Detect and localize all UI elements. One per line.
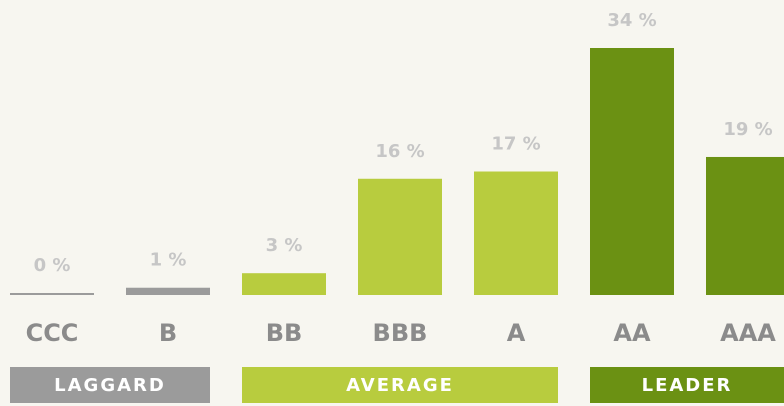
value-label: 17 % <box>491 134 540 155</box>
category-label: BB <box>266 319 303 347</box>
bar <box>126 287 210 295</box>
bar <box>706 156 784 295</box>
category-label: CCC <box>26 319 79 347</box>
bar <box>10 293 94 295</box>
bar <box>590 48 674 295</box>
category-label: B <box>159 319 177 347</box>
bar <box>242 273 326 295</box>
value-label: 3 % <box>266 235 303 256</box>
category-label: BBB <box>373 319 428 347</box>
category-label: AA <box>613 319 651 347</box>
bar <box>474 171 558 295</box>
category-label: A <box>507 319 526 347</box>
group-label: LAGGARD <box>54 375 166 396</box>
value-label: 16 % <box>375 141 424 162</box>
group-band <box>10 367 210 403</box>
group-label: AVERAGE <box>346 375 454 396</box>
category-label: AAA <box>720 319 776 347</box>
group-band <box>242 367 558 403</box>
bar <box>358 178 442 295</box>
group-label: LEADER <box>642 375 733 396</box>
value-label: 1 % <box>150 250 187 271</box>
group-band <box>590 367 784 403</box>
value-label: 19 % <box>723 119 772 140</box>
value-label: 0 % <box>34 255 71 276</box>
value-label: 34 % <box>607 10 656 31</box>
